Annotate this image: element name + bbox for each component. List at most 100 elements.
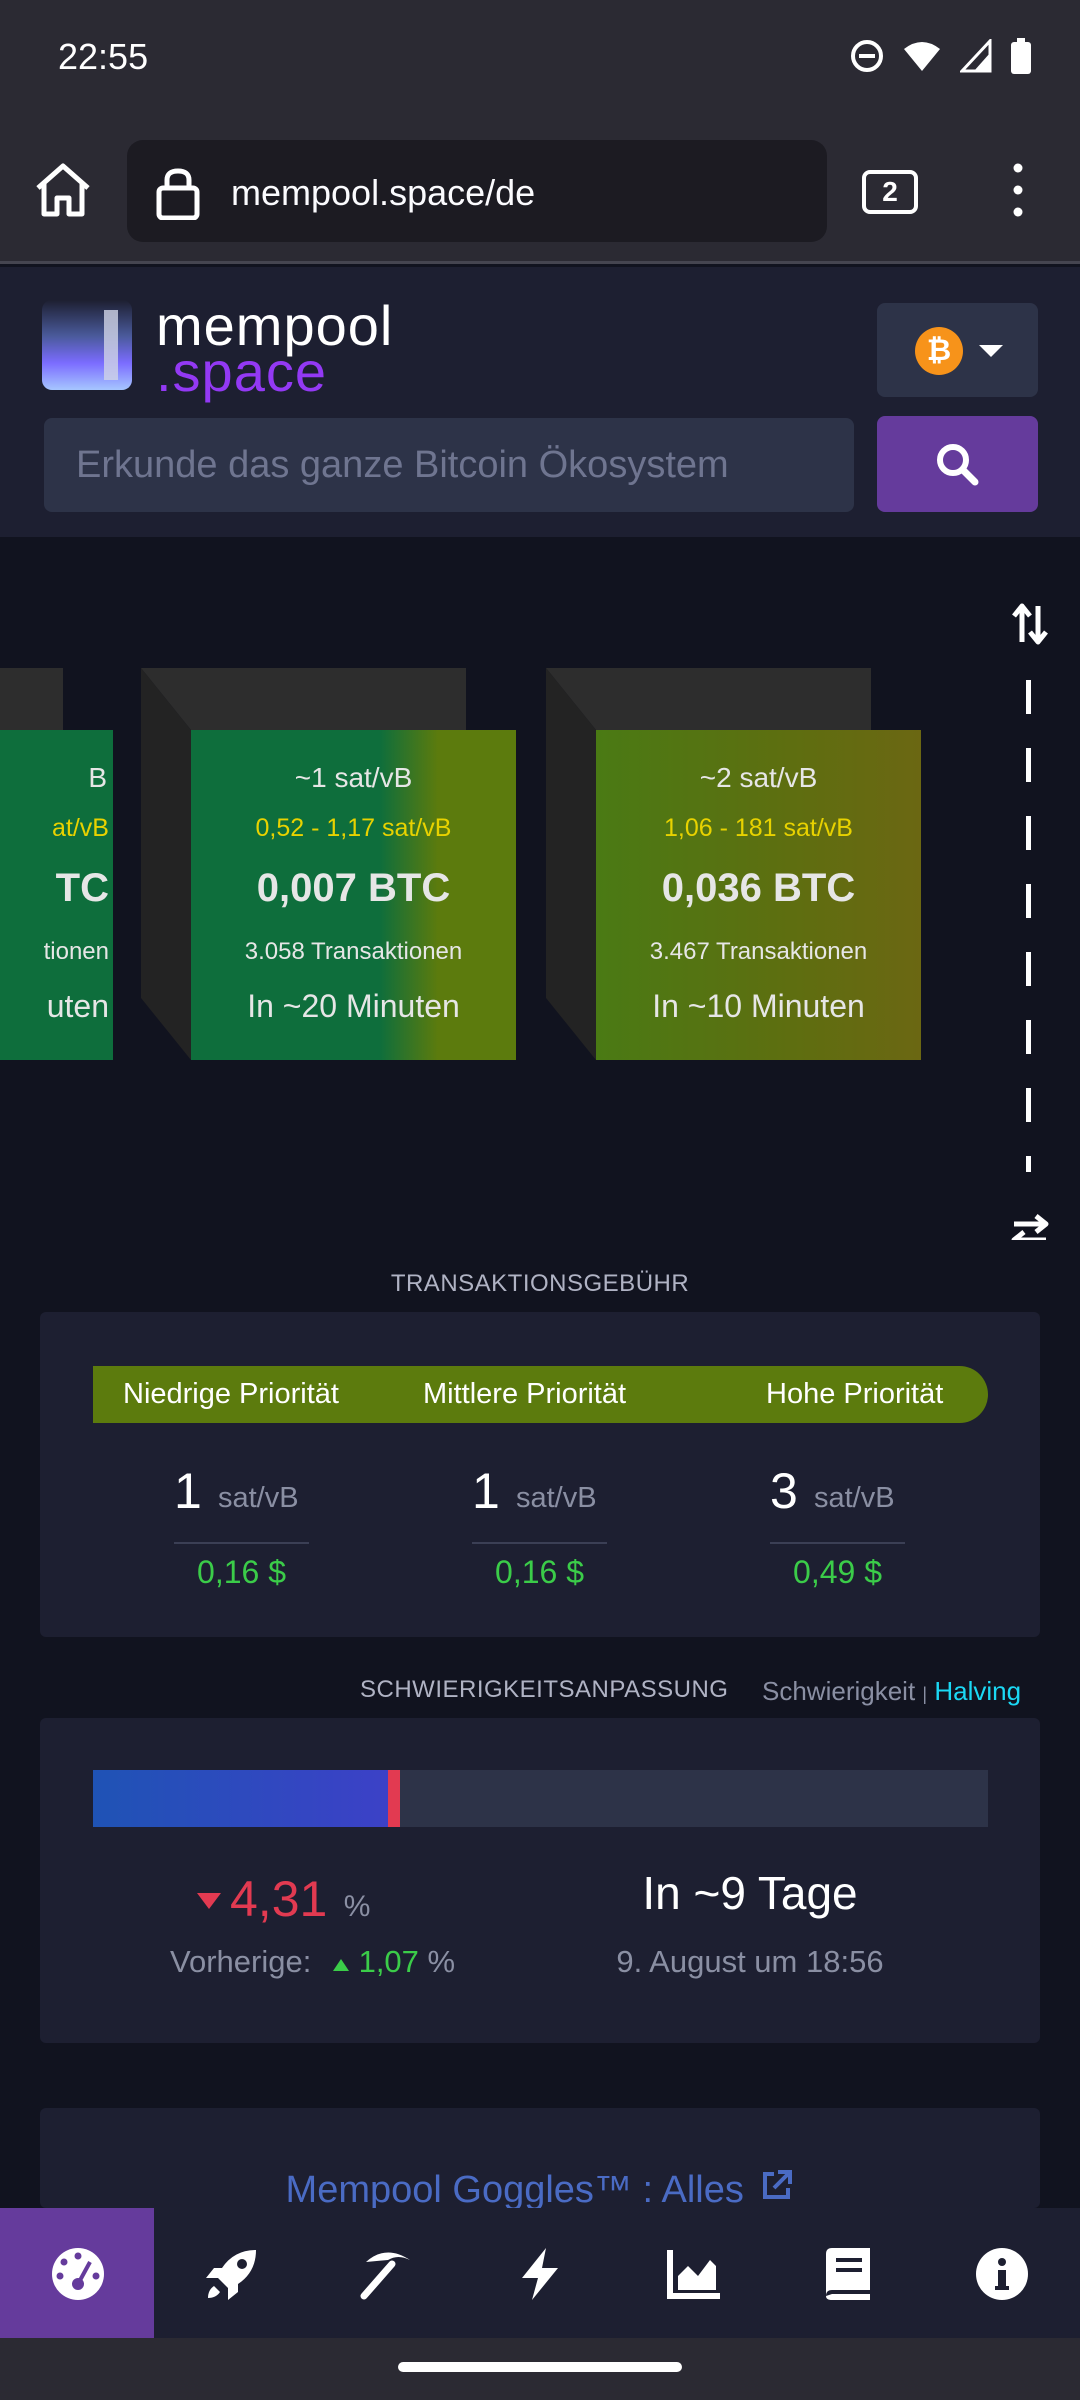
block-size: 0,007 BTC bbox=[256, 866, 451, 910]
previous-change-percent: % bbox=[427, 1944, 456, 1979]
do-not-disturb-icon bbox=[851, 40, 883, 72]
logo-text-space[interactable]: .space bbox=[156, 340, 327, 403]
swap-vertical-icon[interactable] bbox=[1010, 602, 1050, 646]
mempool-blocks: B at/vB TC tionen uten ~1 sat/vB 0,52 - … bbox=[0, 540, 1080, 1240]
low-priority-label: Niedrige Priorität bbox=[123, 1378, 339, 1410]
tab-halving[interactable]: Halving bbox=[934, 1676, 1022, 1706]
chain-divider bbox=[1026, 680, 1031, 714]
dashboard-icon bbox=[52, 2248, 104, 2300]
fee-unit: sat/vB bbox=[814, 1482, 895, 1514]
pickaxe-icon bbox=[360, 2252, 410, 2300]
goggles-card: Mempool Goggles™ : Alles bbox=[40, 2108, 1040, 2211]
url-text: mempool.space/de bbox=[231, 172, 536, 213]
chain-divider bbox=[1026, 816, 1031, 850]
more-vertical-icon bbox=[1013, 163, 1023, 217]
fee-unit: sat/vB bbox=[516, 1482, 597, 1514]
tabs-button[interactable]: 2 bbox=[862, 170, 918, 214]
swap-horizontal-icon[interactable] bbox=[1010, 1212, 1050, 1240]
chain-divider bbox=[1026, 1020, 1031, 1054]
triangle-down-icon bbox=[197, 1893, 221, 1909]
fee-unit: sat/vB bbox=[218, 1482, 299, 1514]
nav-mining[interactable] bbox=[308, 2208, 462, 2338]
chain-divider bbox=[1026, 748, 1031, 782]
status-icons bbox=[850, 38, 1032, 74]
nav-about[interactable] bbox=[924, 2208, 1078, 2338]
battery-icon bbox=[1011, 38, 1031, 74]
previous-change-value: 1,07 bbox=[358, 1944, 419, 1979]
mempool-block[interactable]: ~1 sat/vB 0,52 - 1,17 sat/vB 0,007 BTC 3… bbox=[141, 668, 516, 1060]
block-tx-count: 3.467 Transaktionen bbox=[649, 938, 868, 965]
tab-separator: | bbox=[922, 1684, 928, 1704]
block-tx-count: 3.058 Transaktionen bbox=[244, 938, 463, 965]
goggles-link-text: Mempool Goggles™ : Alles bbox=[285, 2169, 744, 2211]
network-selector[interactable]: ₿ bbox=[877, 303, 1038, 397]
home-icon bbox=[36, 163, 90, 217]
home-gesture-handle[interactable] bbox=[398, 2362, 682, 2372]
home-button[interactable] bbox=[30, 158, 96, 224]
difficulty-progress-fill bbox=[93, 1770, 389, 1827]
site-header: mempool .space ₿ bbox=[0, 267, 1080, 537]
fee-value: 1 bbox=[472, 1463, 500, 1519]
difficulty-previous: Vorherige: 1,07 % bbox=[170, 1944, 455, 1980]
difficulty-progress-bar bbox=[93, 1770, 988, 1827]
mempool-logo[interactable] bbox=[42, 300, 132, 390]
tab-difficulty[interactable]: Schwierigkeit bbox=[762, 1676, 916, 1706]
difficulty-eta-date: 9. August um 18:56 bbox=[616, 1944, 884, 1979]
nav-dashboard[interactable] bbox=[0, 2208, 154, 2338]
difficulty-eta: In ~9 Tage bbox=[642, 1867, 858, 1919]
difficulty-change: 4,31 % bbox=[197, 1870, 371, 1928]
browser-menu-button[interactable] bbox=[1000, 160, 1036, 220]
chain-divider bbox=[1026, 884, 1031, 918]
block-fee-range: 1,06 - 181 sat/vB bbox=[663, 814, 853, 842]
priority-bar: Niedrige Priorität Mittlere Priorität Ho… bbox=[93, 1366, 988, 1423]
high-priority-label: Hohe Priorität bbox=[766, 1378, 944, 1410]
caret-down-icon bbox=[979, 345, 1003, 357]
block-size: 0,036 BTC bbox=[661, 866, 856, 910]
block-fee: B bbox=[88, 762, 107, 793]
block-eta: In ~10 Minuten bbox=[652, 988, 865, 1024]
difficulty-title: SCHWIERIGKEITSANPASSUNG bbox=[360, 1676, 729, 1703]
search-icon bbox=[937, 444, 979, 486]
bottom-navigation bbox=[0, 2208, 1080, 2338]
logo-text-mempool[interactable]: mempool bbox=[156, 294, 394, 357]
search-button[interactable] bbox=[877, 416, 1038, 512]
status-time: 22:55 bbox=[58, 36, 149, 77]
block-tx-count: tionen bbox=[43, 938, 109, 965]
difficulty-change-percent: % bbox=[343, 1890, 371, 1923]
nav-graphs[interactable] bbox=[616, 2208, 770, 2338]
bitcoin-icon: ₿ bbox=[915, 327, 963, 375]
mempool-block-partial[interactable]: B at/vB TC tionen uten bbox=[0, 668, 113, 1060]
url-bar[interactable]: mempool.space/de bbox=[127, 140, 827, 242]
block-fee-range: at/vB bbox=[52, 814, 109, 842]
previous-label: Vorherige: bbox=[170, 1944, 312, 1979]
info-icon bbox=[976, 2248, 1028, 2300]
lock-icon bbox=[156, 168, 200, 220]
external-link-icon bbox=[763, 2170, 793, 2199]
chain-divider bbox=[1026, 952, 1031, 986]
fee-value: 3 bbox=[770, 1463, 798, 1519]
nav-accelerator[interactable] bbox=[154, 2208, 308, 2338]
fee-value: 1 bbox=[174, 1463, 202, 1519]
difficulty-tabs: Schwierigkeit | Halving bbox=[762, 1676, 1021, 1707]
book-icon bbox=[826, 2248, 870, 2300]
difficulty-change-value: 4,31 bbox=[230, 1871, 328, 1927]
goggles-link[interactable]: Mempool Goggles™ : Alles bbox=[40, 2168, 1040, 2212]
fee-usd: 0,49 $ bbox=[793, 1554, 882, 1590]
nav-docs[interactable] bbox=[770, 2208, 924, 2338]
nav-lightning[interactable] bbox=[462, 2208, 616, 2338]
chain-divider bbox=[1026, 1088, 1031, 1122]
block-eta: In ~20 Minuten bbox=[247, 988, 460, 1024]
search-input[interactable] bbox=[44, 418, 854, 512]
difficulty-progress-marker bbox=[388, 1770, 401, 1827]
block-fee: ~1 sat/vB bbox=[294, 762, 413, 793]
rocket-icon bbox=[206, 2250, 256, 2300]
block-size: TC bbox=[55, 866, 109, 910]
fees-title: TRANSAKTIONSGEBÜHR bbox=[390, 1270, 690, 1297]
fee-usd: 0,16 $ bbox=[495, 1554, 584, 1590]
mempool-block[interactable]: ~2 sat/vB 1,06 - 181 sat/vB 0,036 BTC 3.… bbox=[546, 668, 921, 1060]
triangle-up-icon bbox=[332, 1959, 349, 1971]
wifi-icon bbox=[904, 42, 940, 71]
chart-icon bbox=[667, 2250, 720, 2299]
fee-usd: 0,16 $ bbox=[197, 1554, 286, 1590]
block-fee: ~2 sat/vB bbox=[699, 762, 818, 793]
